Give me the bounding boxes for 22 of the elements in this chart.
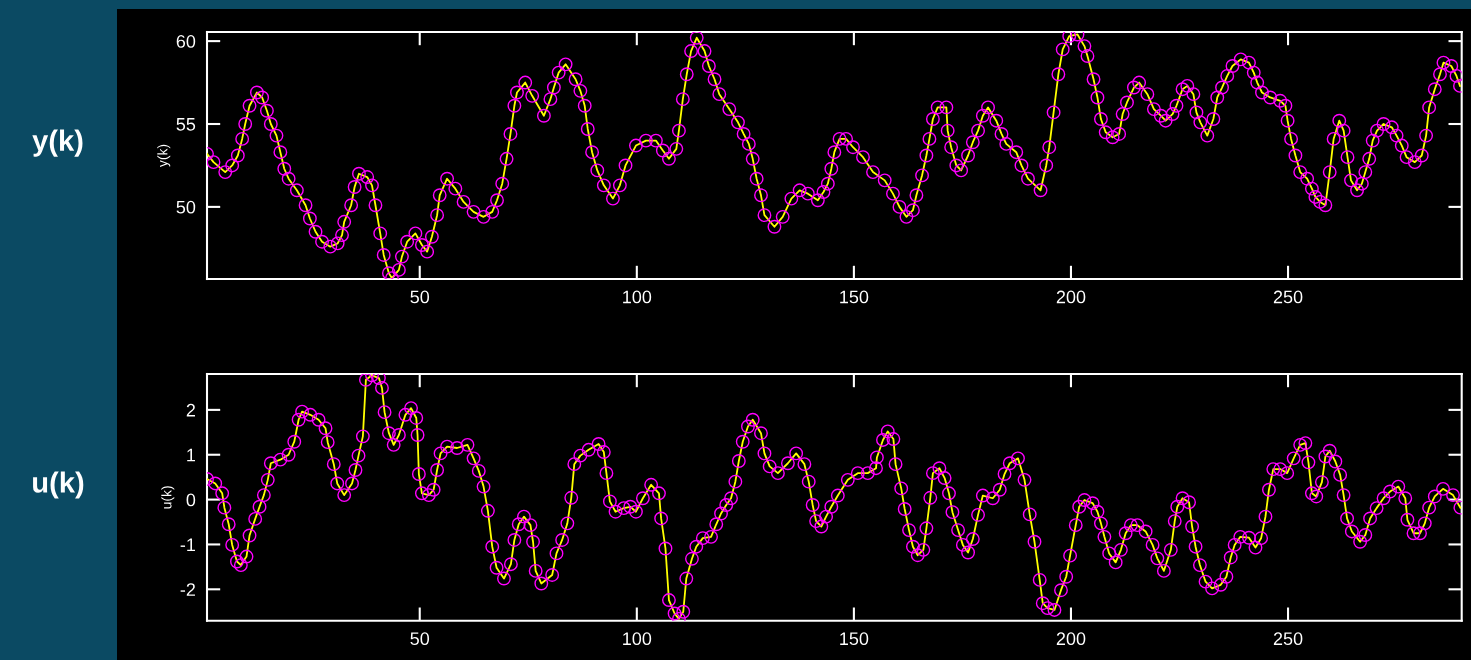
y-tick-label: 55 (176, 118, 196, 131)
x-tick-label: 200 (1056, 290, 1086, 304)
y-tick-label: 0 (186, 493, 196, 507)
y-tick-label: 50 (176, 200, 196, 214)
y-axis-title: y(k) (157, 144, 171, 168)
y-tick-label: 1 (187, 448, 196, 462)
x-tick-label: 50 (410, 632, 430, 646)
x-tick-label: 250 (1273, 632, 1303, 646)
text: y(k) (32, 129, 83, 157)
y-tick-label: 60 (176, 35, 196, 48)
x-tick-label: 100 (623, 632, 652, 646)
x-tick-label: 150 (840, 632, 869, 646)
x-tick-label: 50 (410, 290, 430, 304)
x-tick-label: 250 (1273, 290, 1303, 304)
x-tick-label: 200 (1056, 632, 1086, 646)
x-tick-label: 100 (623, 290, 652, 304)
y-tick-label: -2 (180, 583, 195, 596)
y-axis-title: u(k) (161, 486, 175, 509)
x-tick-label: 150 (840, 290, 869, 304)
y-tick-label: 2 (186, 403, 195, 417)
text: u(k) (33, 471, 84, 499)
y-tick-label: -1 (180, 538, 196, 551)
